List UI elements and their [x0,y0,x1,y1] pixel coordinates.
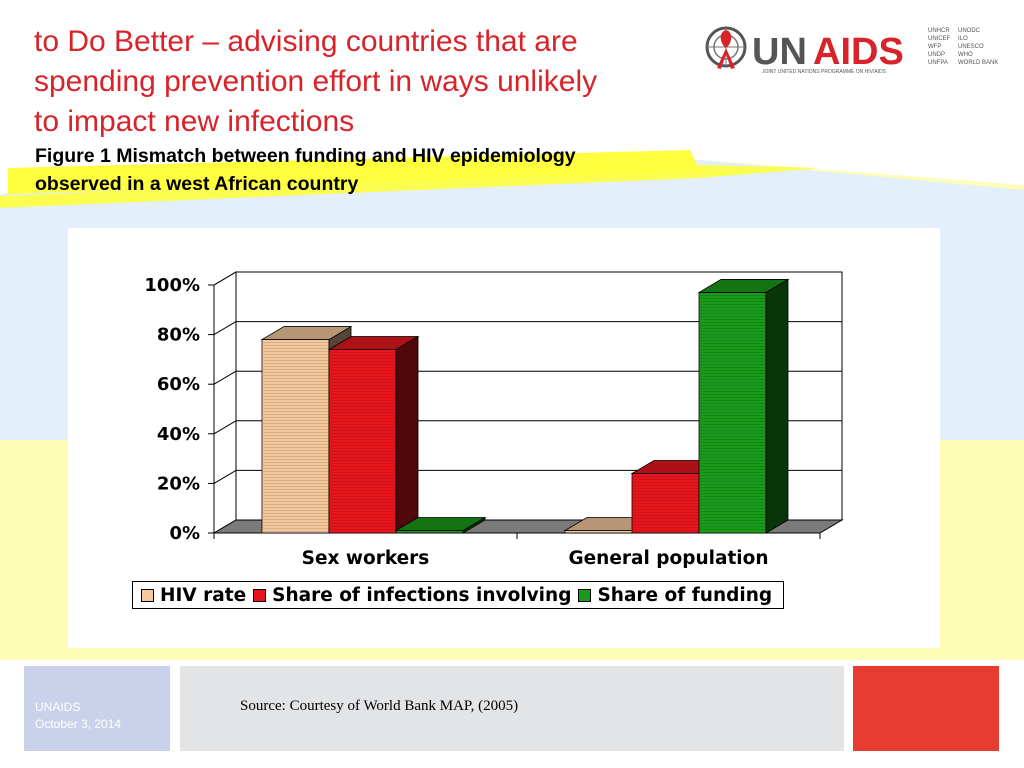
figure-caption: Figure 1 Mismatch between funding and HI… [35,142,695,198]
legend-swatch [141,588,154,602]
cosponsor-name: WFP [928,44,941,50]
cosponsor-name: ILO [958,36,968,42]
footer-middle-panel [180,666,844,751]
y-tick-label: 100% [144,275,200,296]
bar-side [765,278,789,534]
legend-swatch [253,588,267,602]
cosponsor-name: UNESCO [958,44,984,50]
footer-date: October 3, 2014 [35,717,122,731]
caption-line: observed in a west African country [35,173,359,195]
gridline-side [213,469,237,484]
title-line: to impact new infections [34,105,355,138]
legend-swatch [578,588,592,602]
title-line: spending prevention effort in ways unlik… [34,65,598,98]
cosponsor-name: WORLD BANK [958,60,998,66]
chart-side-wall [213,271,237,534]
footer-left-panel [24,666,170,751]
bar-top [327,336,420,350]
footer-org: UNAIDS [35,700,81,714]
cosponsor-name: UNODC [958,28,981,34]
legend-item-hiv-rate: HIV rate [141,585,246,606]
cosponsor-name: UNICEF [928,36,951,42]
bar-top [697,279,790,293]
legend-label: Share of funding [597,584,773,606]
bar-chart: 0% 20% 40% 60% 80% 100% Sex workers General pop… [144,271,844,569]
y-tick-label: 80% [157,325,200,346]
legend-item-share-funding: Share of funding [578,585,772,606]
bar-side [395,335,419,534]
cosponsor-name: UNHCR [928,28,950,34]
y-tick-label: 20% [157,473,200,494]
bar-front [261,339,330,534]
legend-item-share-infections: Share of infections involving [253,585,571,606]
legend-label: HIV rate [160,584,247,606]
slide-title: to Do Better – advising countries that a… [34,22,694,142]
logo-wordmark-un: UN [752,31,807,73]
y-tick-label: 40% [157,424,200,445]
y-tick-label: 0% [169,523,200,544]
logo-tagline: JOINT UNITED NATIONS PROGRAMME ON HIV/AI… [762,69,887,75]
bar-top [394,517,487,531]
gridline-side [213,370,237,385]
title-line: to Do Better – advising countries that a… [34,25,578,58]
cosponsor-name: UNFPA [928,60,948,66]
y-tick-label: 60% [157,374,200,395]
footer-right-panel [853,666,999,751]
cosponsor-name: UNDP [928,52,945,58]
x-category-label: Sex workers [302,548,430,569]
chart-legend: HIV rate Share of infections involving S… [132,581,785,609]
cosponsor-name: WHO [958,52,973,58]
legend-label: Share of infections involving [272,584,572,606]
source-note: Source: Courtesy of World Bank MAP, (200… [240,698,519,714]
red-ribbon-icon [717,30,735,69]
x-category-label: General population [568,548,768,569]
gridline-side [213,321,237,336]
logo-wordmark-aids: AIDS [813,31,904,73]
unaids-logo: UN AIDS JOINT UNITED NATIONS PROGRAMME O… [705,26,998,75]
caption-line: Figure 1 Mismatch between funding and HI… [35,145,576,167]
gridline-side [213,420,237,435]
gridline-side [213,271,237,286]
bar-top [260,326,353,340]
